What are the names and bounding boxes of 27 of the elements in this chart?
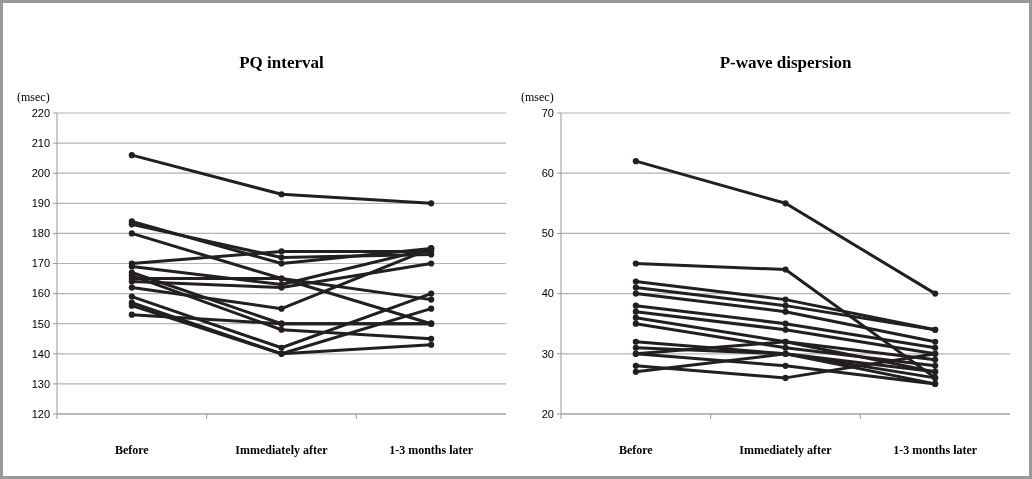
x-tick-label: 1-3 months later — [389, 443, 474, 457]
y-tick-label: 200 — [31, 167, 50, 180]
y-tick-label: 150 — [31, 317, 50, 330]
y-tick-label: 170 — [31, 257, 50, 270]
x-tick-label: Immediately after — [235, 443, 329, 457]
y-tick-label: 50 — [541, 227, 554, 240]
x-tick-label: Immediately after — [739, 443, 833, 457]
y-tick-label: 120 — [31, 407, 50, 420]
y-tick-label: 60 — [541, 167, 554, 180]
y-tick-label: 210 — [31, 136, 50, 149]
y-tick-label: 180 — [31, 227, 50, 240]
y-tick-label: 130 — [31, 377, 50, 390]
y-tick-label: 30 — [541, 347, 554, 360]
x-tick-label: 1-3 months later — [893, 443, 978, 457]
y-tick-label: 190 — [31, 197, 50, 210]
y-tick-label: 160 — [31, 287, 50, 300]
x-tick-label: Before — [114, 443, 150, 457]
chart-title: PQ interval — [239, 53, 325, 72]
y-tick-label: 140 — [31, 347, 50, 360]
y-tick-label: 70 — [541, 106, 554, 119]
y-axis-title: (msec) — [521, 90, 554, 104]
y-tick-label: 40 — [541, 287, 554, 300]
y-tick-label: 20 — [541, 407, 554, 420]
x-tick-label: Before — [618, 443, 654, 457]
chart-title: P-wave dispersion — [719, 53, 852, 72]
y-tick-label: 220 — [31, 106, 50, 119]
y-axis-title: (msec) — [17, 90, 50, 104]
